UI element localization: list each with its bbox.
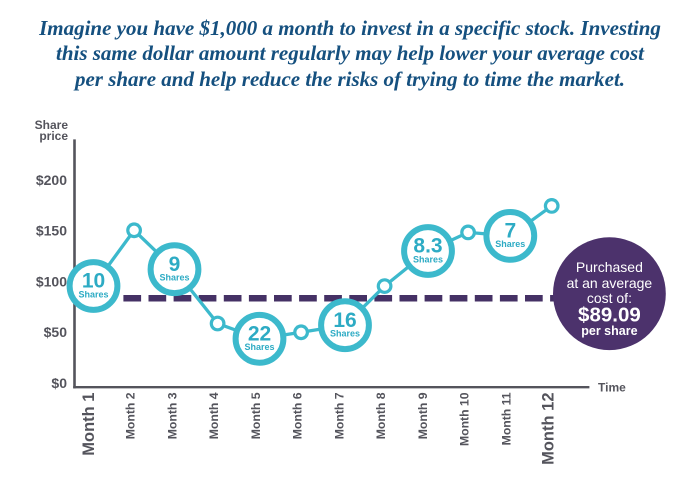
svg-text:cost of:: cost of: — [587, 290, 632, 306]
svg-text:Shares: Shares — [244, 342, 274, 352]
svg-text:Month 8: Month 8 — [374, 392, 388, 439]
svg-text:7: 7 — [504, 220, 516, 243]
svg-text:$0: $0 — [51, 375, 67, 391]
svg-text:22: 22 — [248, 323, 271, 346]
svg-text:Shares: Shares — [495, 239, 525, 249]
svg-text:Month 7: Month 7 — [332, 392, 346, 439]
svg-text:Month 5: Month 5 — [249, 392, 263, 439]
svg-text:Month 2: Month 2 — [124, 392, 138, 439]
svg-text:$200: $200 — [36, 172, 67, 188]
svg-text:Shares: Shares — [413, 254, 443, 264]
svg-text:Shares: Shares — [78, 289, 108, 299]
svg-text:8.3: 8.3 — [413, 235, 442, 258]
svg-text:per share: per share — [581, 324, 637, 338]
svg-text:$50: $50 — [44, 324, 68, 340]
svg-text:Shares: Shares — [159, 273, 189, 283]
svg-text:$100: $100 — [36, 273, 67, 289]
svg-text:price: price — [39, 129, 68, 143]
svg-text:10: 10 — [82, 270, 105, 293]
svg-text:Month 9: Month 9 — [416, 392, 430, 439]
svg-text:Purchased: Purchased — [576, 259, 643, 275]
svg-text:9: 9 — [169, 253, 181, 276]
svg-text:Month 10: Month 10 — [458, 392, 472, 446]
svg-text:Month 6: Month 6 — [291, 392, 305, 439]
svg-text:Time: Time — [598, 381, 626, 395]
svg-text:at an average: at an average — [567, 275, 653, 291]
svg-text:16: 16 — [333, 309, 356, 332]
svg-text:$89.09: $89.09 — [578, 304, 641, 327]
svg-text:Month 12: Month 12 — [539, 393, 557, 465]
svg-text:Share: Share — [35, 118, 69, 132]
svg-text:Month 11: Month 11 — [499, 392, 513, 445]
svg-text:Month 4: Month 4 — [207, 392, 221, 439]
svg-text:Shares: Shares — [330, 329, 360, 339]
svg-text:Month 1: Month 1 — [80, 393, 98, 456]
svg-text:Month 3: Month 3 — [165, 392, 179, 439]
svg-text:$150: $150 — [36, 223, 67, 239]
